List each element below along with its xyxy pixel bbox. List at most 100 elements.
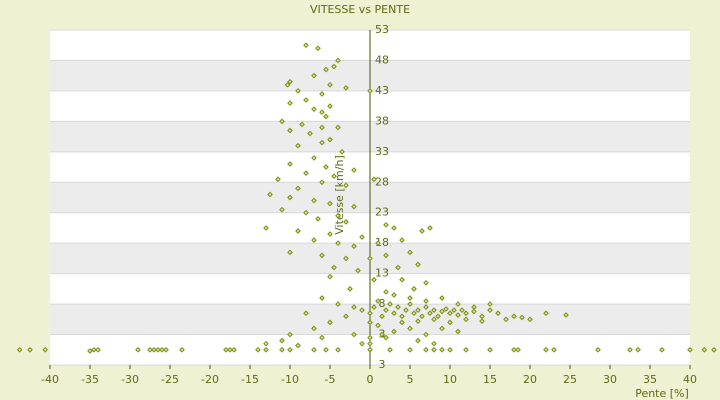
data-point <box>371 276 377 283</box>
data-point <box>423 346 429 353</box>
y-tick-label: 3 <box>379 358 386 371</box>
data-point <box>415 318 421 324</box>
data-point <box>367 346 373 353</box>
y-tick-label: 23 <box>375 206 389 219</box>
data-point <box>327 103 333 109</box>
data-point <box>407 295 413 301</box>
x-tick-label: -35 <box>81 373 99 386</box>
data-point <box>479 318 485 324</box>
data-point <box>311 197 317 204</box>
data-point <box>275 176 281 183</box>
data-point <box>343 313 349 320</box>
data-point <box>263 346 269 353</box>
data-point <box>16 346 23 353</box>
data-point <box>439 346 445 353</box>
data-point <box>701 346 708 353</box>
data-point <box>447 310 453 317</box>
data-point <box>307 130 313 137</box>
x-tick-label: 15 <box>483 373 497 386</box>
data-point <box>311 106 317 113</box>
data-point <box>42 346 49 353</box>
data-point <box>427 310 433 317</box>
data-point <box>323 346 329 353</box>
data-point <box>279 337 285 344</box>
data-point <box>407 301 413 307</box>
data-point <box>439 308 445 315</box>
data-point <box>91 346 97 353</box>
data-point <box>343 219 349 225</box>
data-point <box>415 261 421 268</box>
x-tick-label: -10 <box>281 373 299 386</box>
data-point <box>471 308 477 315</box>
data-point <box>407 325 413 332</box>
data-point <box>287 127 293 134</box>
data-point <box>431 340 437 347</box>
data-point <box>323 164 329 170</box>
data-point <box>311 346 317 353</box>
data-point <box>423 304 429 310</box>
data-point <box>495 310 501 317</box>
y-tick-label: 38 <box>375 114 389 127</box>
data-point <box>287 346 293 353</box>
data-point <box>347 286 353 292</box>
data-point <box>327 81 333 88</box>
data-point <box>379 331 385 338</box>
data-point <box>163 346 169 353</box>
data-point <box>659 346 665 353</box>
data-point <box>391 225 397 231</box>
data-point <box>459 307 465 314</box>
x-tick-label: 40 <box>683 373 697 386</box>
data-point <box>311 72 317 79</box>
data-point <box>463 310 469 317</box>
data-point <box>359 307 365 314</box>
data-point <box>519 314 525 321</box>
data-point <box>383 252 389 259</box>
data-point <box>287 249 293 256</box>
y-tick-label: 33 <box>375 145 389 158</box>
data-point <box>263 340 269 347</box>
data-point <box>255 346 261 353</box>
data-point <box>351 331 357 338</box>
data-point <box>383 222 389 228</box>
data-point <box>367 319 373 326</box>
data-point <box>279 346 285 353</box>
data-point <box>395 304 401 310</box>
data-point <box>299 121 305 128</box>
data-point <box>351 243 357 250</box>
data-point <box>435 313 441 320</box>
x-tick-label: 30 <box>603 373 617 386</box>
data-point <box>391 310 397 317</box>
data-point <box>323 66 329 73</box>
data-point <box>383 289 389 295</box>
data-point <box>151 346 157 353</box>
data-point <box>487 307 493 314</box>
data-point <box>319 179 325 186</box>
data-point <box>267 191 273 198</box>
data-point <box>419 228 425 234</box>
y-tick-label: 48 <box>375 53 389 66</box>
data-point <box>431 346 437 353</box>
data-point <box>315 45 321 52</box>
data-point <box>287 161 293 167</box>
data-point <box>319 91 325 97</box>
data-point <box>399 237 405 243</box>
data-point <box>371 176 377 183</box>
data-point <box>359 340 365 347</box>
x-tick-label: 5 <box>407 373 414 386</box>
data-point <box>367 310 373 317</box>
data-point <box>515 346 521 353</box>
x-tick-label: 25 <box>563 373 577 386</box>
data-point <box>399 313 405 320</box>
data-point <box>379 313 385 320</box>
data-point <box>415 307 421 314</box>
data-point <box>335 346 341 353</box>
data-point <box>319 252 325 259</box>
data-point <box>439 325 445 332</box>
data-point <box>543 310 549 317</box>
data-point <box>367 340 373 347</box>
data-point <box>399 319 405 326</box>
data-point <box>427 225 433 231</box>
data-point <box>331 264 337 271</box>
data-point <box>231 346 237 353</box>
x-tick-label: -20 <box>201 373 219 386</box>
